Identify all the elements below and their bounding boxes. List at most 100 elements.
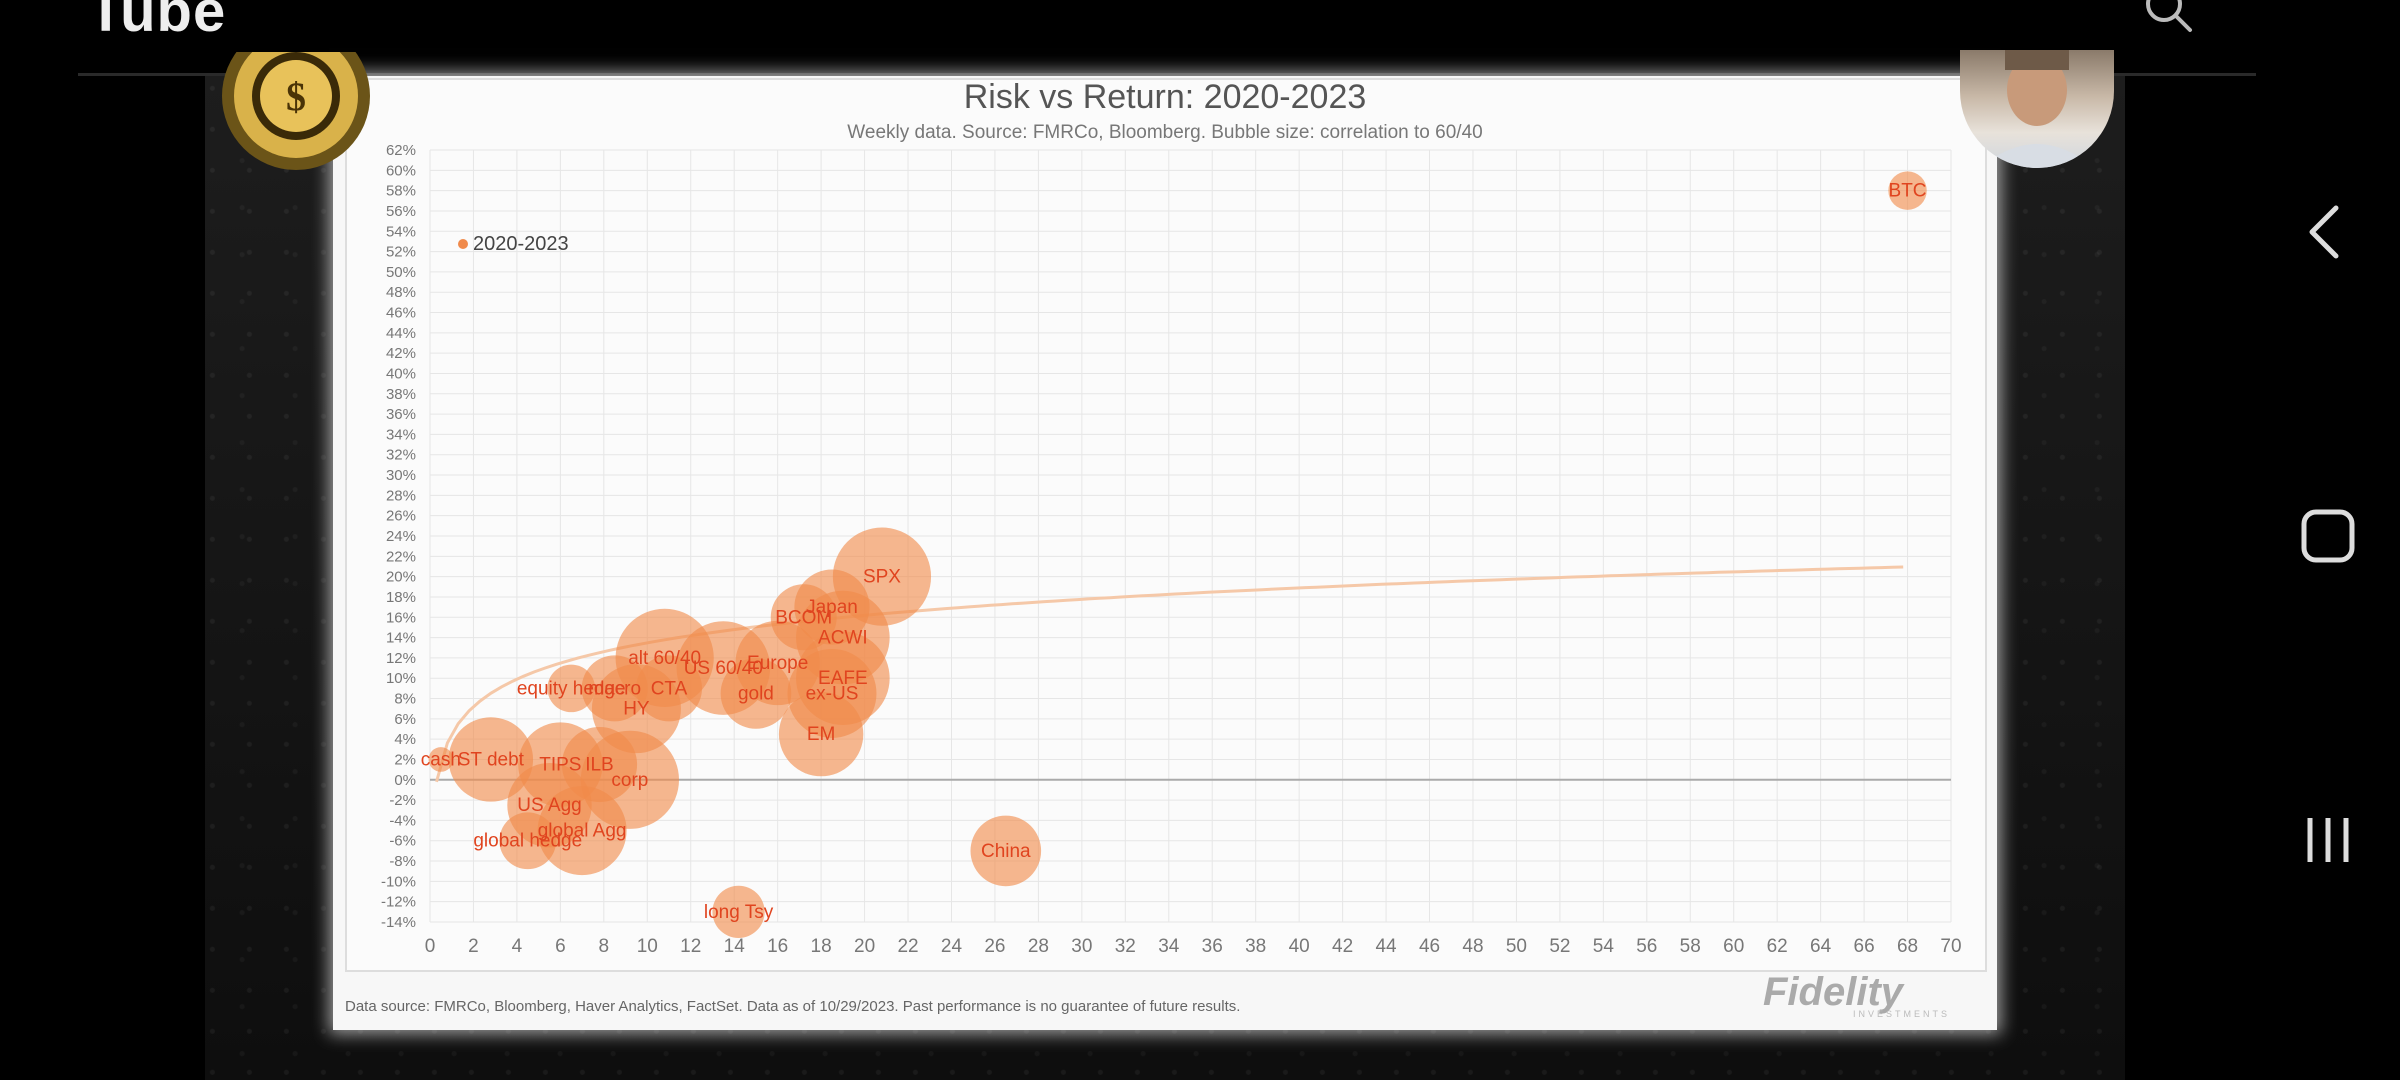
- presentation-slide: 0 2 4 6 8 10 12 14 16 18 20 22 24 26 28 30 32 34 36 38 40 42 4…: [333, 76, 1997, 1030]
- search-icon[interactable]: [2140, 0, 2196, 36]
- app-logo-text[interactable]: Tube: [88, 0, 227, 44]
- bubble-label: ST debt: [458, 749, 525, 770]
- x-tick-label: 24: [941, 936, 963, 957]
- bubble-global-agg: [537, 786, 627, 876]
- legend-label: 2020-2023: [473, 233, 569, 255]
- bubble-label: EAFE: [818, 668, 868, 689]
- y-tick-label: 46%: [386, 305, 416, 322]
- bubble-label: long Tsy: [704, 902, 774, 923]
- y-tick-label: 8%: [394, 691, 416, 708]
- y-tick-label: 10%: [386, 670, 416, 687]
- bubble-long-tsy: [712, 885, 765, 938]
- bubble-label: ILB: [585, 755, 614, 776]
- bubble-label: Europe: [747, 653, 808, 674]
- y-tick-label: 16%: [386, 609, 416, 626]
- bubble-st-debt: [448, 717, 534, 802]
- bubble-label: China: [981, 841, 1031, 862]
- chart-title: Risk vs Return: 2020-2023: [963, 78, 1367, 116]
- bubble-label: SPX: [863, 567, 901, 588]
- bubble-equity-hedge: [547, 664, 596, 713]
- y-tick-label: 18%: [386, 589, 416, 606]
- x-tick-label: 70: [1940, 936, 1961, 957]
- fidelity-logo-text: Fidelity: [1763, 970, 1904, 1014]
- x-tick-label: 60: [1723, 936, 1744, 957]
- x-tick-label: 44: [1375, 936, 1397, 957]
- y-tick-label: -12%: [381, 894, 416, 911]
- x-tick-label: 0: [425, 936, 436, 957]
- x-tick-label: 16: [767, 936, 788, 957]
- bubble-label: BCOM: [775, 607, 832, 628]
- presenter-avatar: [1960, 50, 2114, 168]
- x-tick-label: 52: [1549, 936, 1570, 957]
- home-icon[interactable]: [2296, 504, 2360, 568]
- bubble-cash: [428, 747, 454, 772]
- x-tick-label: 20: [854, 936, 875, 957]
- y-tick-label: 50%: [386, 264, 416, 281]
- y-tick-label: 12%: [386, 650, 416, 667]
- x-tick-label: 54: [1593, 936, 1615, 957]
- bubble-label: US 60/40: [684, 658, 763, 679]
- bubble-label: macro: [588, 678, 641, 699]
- x-tick-label: 14: [724, 936, 746, 957]
- bubble-china: [970, 815, 1042, 887]
- x-tick-label: 62: [1767, 936, 1788, 957]
- y-tick-label: -8%: [389, 853, 416, 870]
- x-tick-label: 8: [599, 936, 610, 957]
- x-tick-label: 12: [680, 936, 701, 957]
- bubble-label: alt 60/40: [628, 648, 701, 669]
- x-tick-label: 58: [1680, 936, 1701, 957]
- y-tick-label: 28%: [386, 487, 416, 504]
- x-tick-label: 40: [1289, 936, 1310, 957]
- x-tick-label: 30: [1071, 936, 1092, 957]
- x-tick-label: 34: [1158, 936, 1180, 957]
- channel-coin-logo: $: [222, 52, 370, 170]
- bubble-label: ACWI: [818, 628, 868, 649]
- bubble-gold: [720, 658, 792, 729]
- bubble-label: Japan: [806, 597, 858, 618]
- y-tick-label: 58%: [386, 183, 416, 200]
- bubble-label: global hedge: [473, 831, 582, 852]
- y-tick-label: 40%: [386, 365, 416, 382]
- bubble-label: EM: [807, 724, 836, 745]
- x-tick-label: 46: [1419, 936, 1440, 957]
- y-tick-label: 4%: [394, 731, 416, 748]
- bubble-em: [778, 691, 864, 777]
- x-tick-label: 50: [1506, 936, 1527, 957]
- x-tick-label: 38: [1245, 936, 1266, 957]
- back-icon[interactable]: [2296, 200, 2360, 264]
- y-tick-label: -2%: [389, 792, 416, 809]
- bubble-label: CTA: [651, 678, 688, 699]
- risk-return-bubble-chart: 0 2 4 6 8 10 12 14 16 18 20 22 24 26 28 30 32 34 36 38 40 42 4…: [381, 142, 1962, 957]
- y-tick-label: 42%: [386, 345, 416, 362]
- y-tick-label: 32%: [386, 447, 416, 464]
- y-tick-label: 54%: [386, 223, 416, 240]
- bubble-label: BTC: [1889, 181, 1927, 202]
- fidelity-logo-subtext: INVESTMENTS: [1853, 1009, 1951, 1019]
- x-tick-label: 4: [512, 936, 523, 957]
- y-tick-label: 24%: [386, 528, 416, 545]
- bubble-label: cash: [421, 749, 461, 770]
- y-tick-label: 14%: [386, 630, 416, 647]
- y-tick-label: 6%: [394, 711, 416, 728]
- bubble-label: gold: [738, 683, 774, 704]
- x-tick-label: 10: [637, 936, 658, 957]
- y-tick-label: -14%: [381, 914, 416, 931]
- x-tick-label: 64: [1810, 936, 1832, 957]
- x-tick-label: 32: [1115, 936, 1136, 957]
- legend-marker: [458, 239, 468, 249]
- bubble-label: equity hedge: [517, 678, 626, 699]
- x-tick-label: 2: [468, 936, 479, 957]
- recents-icon[interactable]: [2296, 808, 2360, 872]
- y-tick-label: 2%: [394, 751, 416, 768]
- x-tick-label: 68: [1897, 936, 1918, 957]
- x-tick-label: 28: [1028, 936, 1049, 957]
- x-tick-label: 6: [555, 936, 566, 957]
- y-tick-label: -10%: [381, 873, 416, 890]
- y-tick-label: 38%: [386, 386, 416, 403]
- y-tick-label: 48%: [386, 284, 416, 301]
- chart-subtitle: Weekly data. Source: FMRCo, Bloomberg. B…: [847, 122, 1483, 143]
- y-tick-label: 36%: [386, 406, 416, 423]
- bubble-btc: [1888, 171, 1927, 210]
- y-tick-label: 22%: [386, 548, 416, 565]
- svg-text:$: $: [286, 74, 306, 119]
